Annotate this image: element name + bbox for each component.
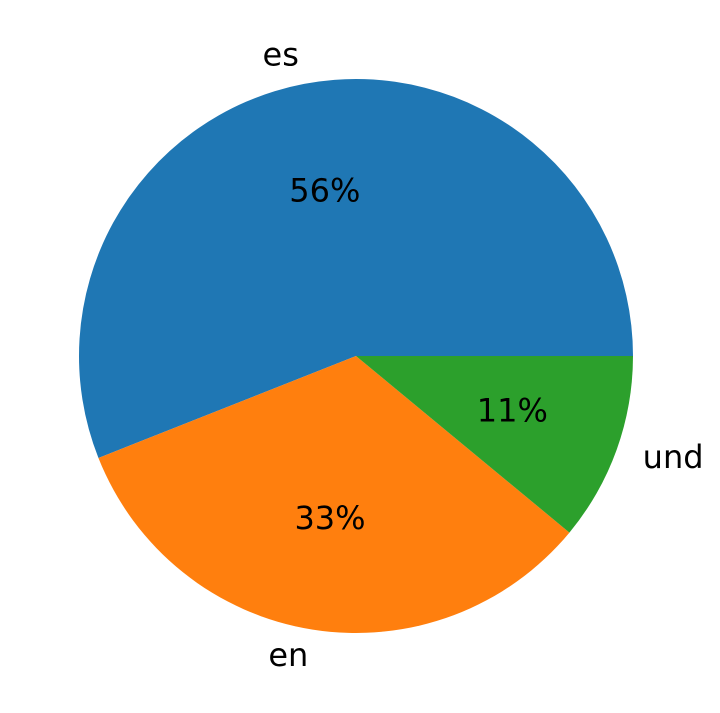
percent-label: 56% <box>289 172 360 210</box>
percent-label: 33% <box>294 499 365 537</box>
pie-slice <box>356 356 633 533</box>
percent-label: 11% <box>477 391 548 429</box>
pie-slice <box>98 356 570 634</box>
slice-label: und <box>643 438 704 476</box>
pie-slice <box>78 78 634 458</box>
slice-label: en <box>268 636 308 674</box>
slice-label: es <box>263 36 299 74</box>
